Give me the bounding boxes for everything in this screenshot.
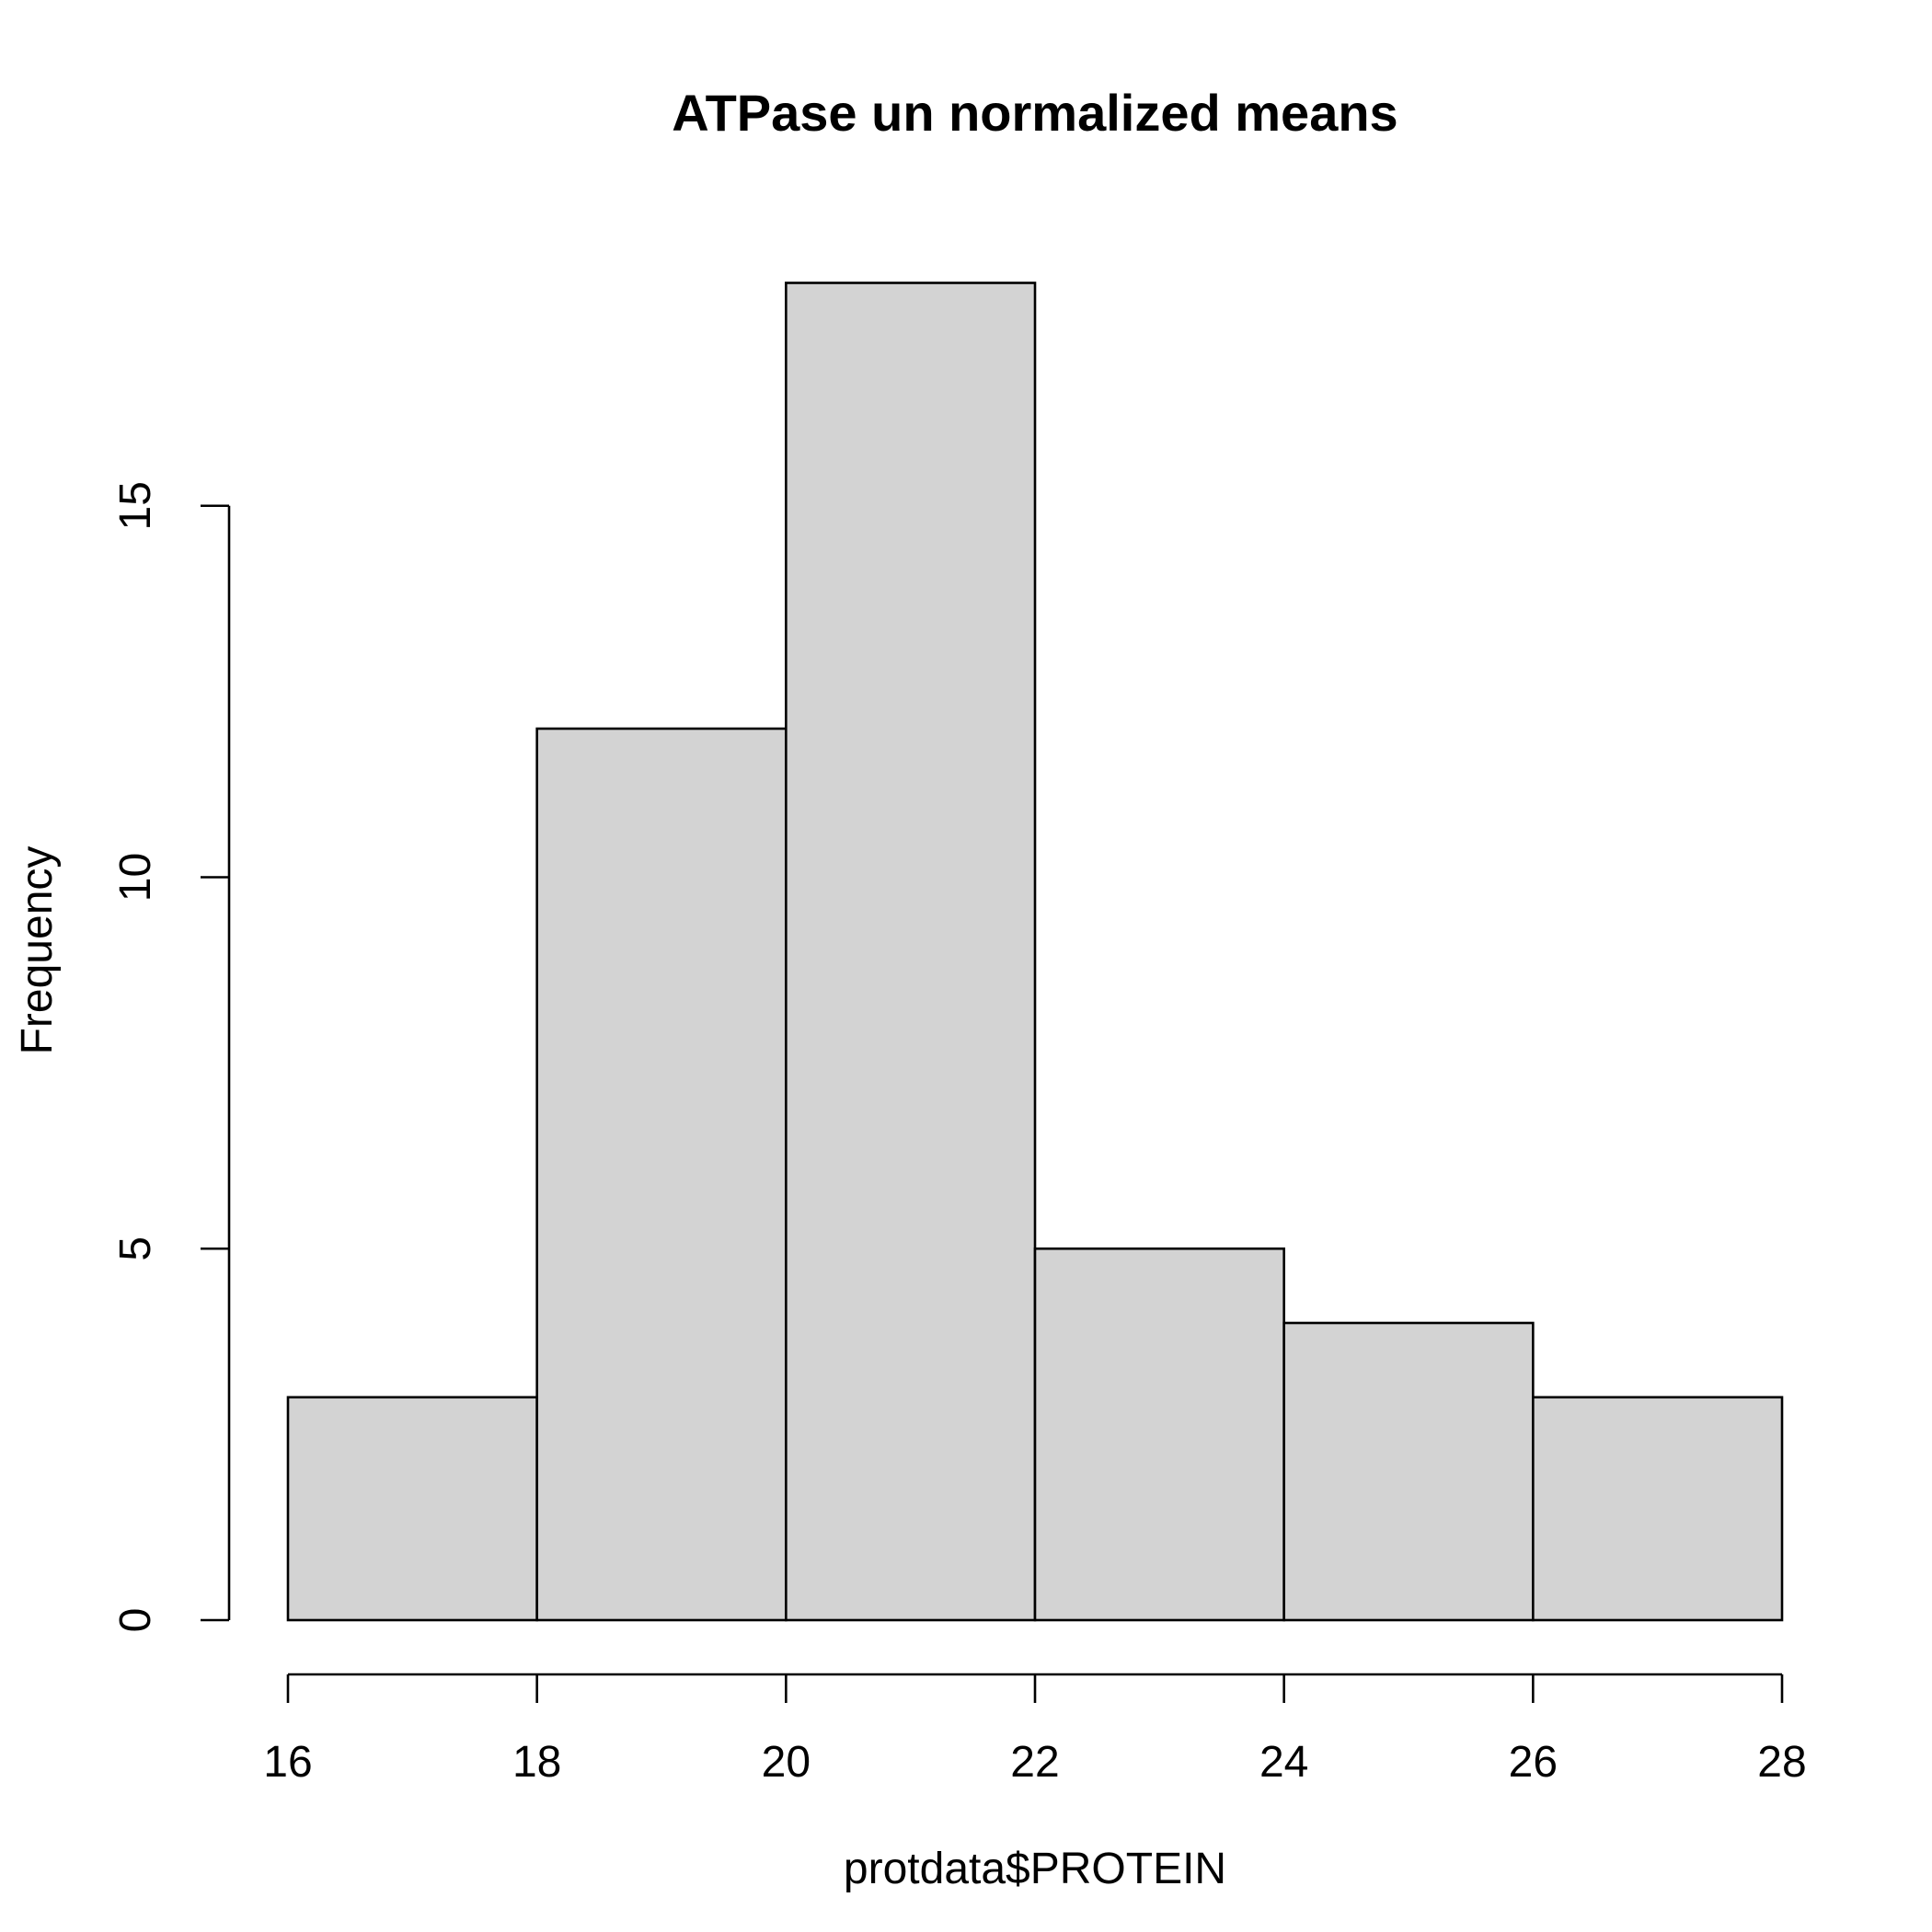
- histogram-bar-26-28: [1532, 1396, 1784, 1622]
- y-tick-label: 15: [111, 481, 160, 530]
- histogram-bar-18-20: [535, 727, 788, 1622]
- x-tick-label: 24: [1259, 1738, 1308, 1787]
- x-tick-label: 26: [1509, 1738, 1558, 1787]
- y-tick-label: 10: [111, 853, 160, 902]
- x-tick-label: 28: [1757, 1738, 1806, 1787]
- y-axis: 0 5 10 15: [111, 481, 231, 1633]
- histogram-bar-16-18: [286, 1396, 538, 1622]
- bars-group: [286, 282, 1784, 1622]
- x-tick-label: 22: [1010, 1738, 1059, 1787]
- y-axis-label: Frequency: [13, 846, 62, 1055]
- y-tick-label: 5: [111, 1236, 160, 1261]
- chart-title: ATPase un normalized means: [672, 84, 1397, 142]
- x-axis: 16 18 20 22 24 26 28: [263, 1673, 1807, 1787]
- y-tick-label: 0: [111, 1608, 160, 1633]
- x-tick-label: 16: [263, 1738, 312, 1787]
- histogram-bar-24-26: [1282, 1321, 1535, 1622]
- x-tick-label: 20: [762, 1738, 811, 1787]
- histogram-bar-22-24: [1033, 1247, 1285, 1622]
- histogram-bar-20-22: [785, 282, 1037, 1622]
- x-axis-label: protdata$PROTEIN: [844, 1845, 1226, 1893]
- x-tick-label: 18: [512, 1738, 561, 1787]
